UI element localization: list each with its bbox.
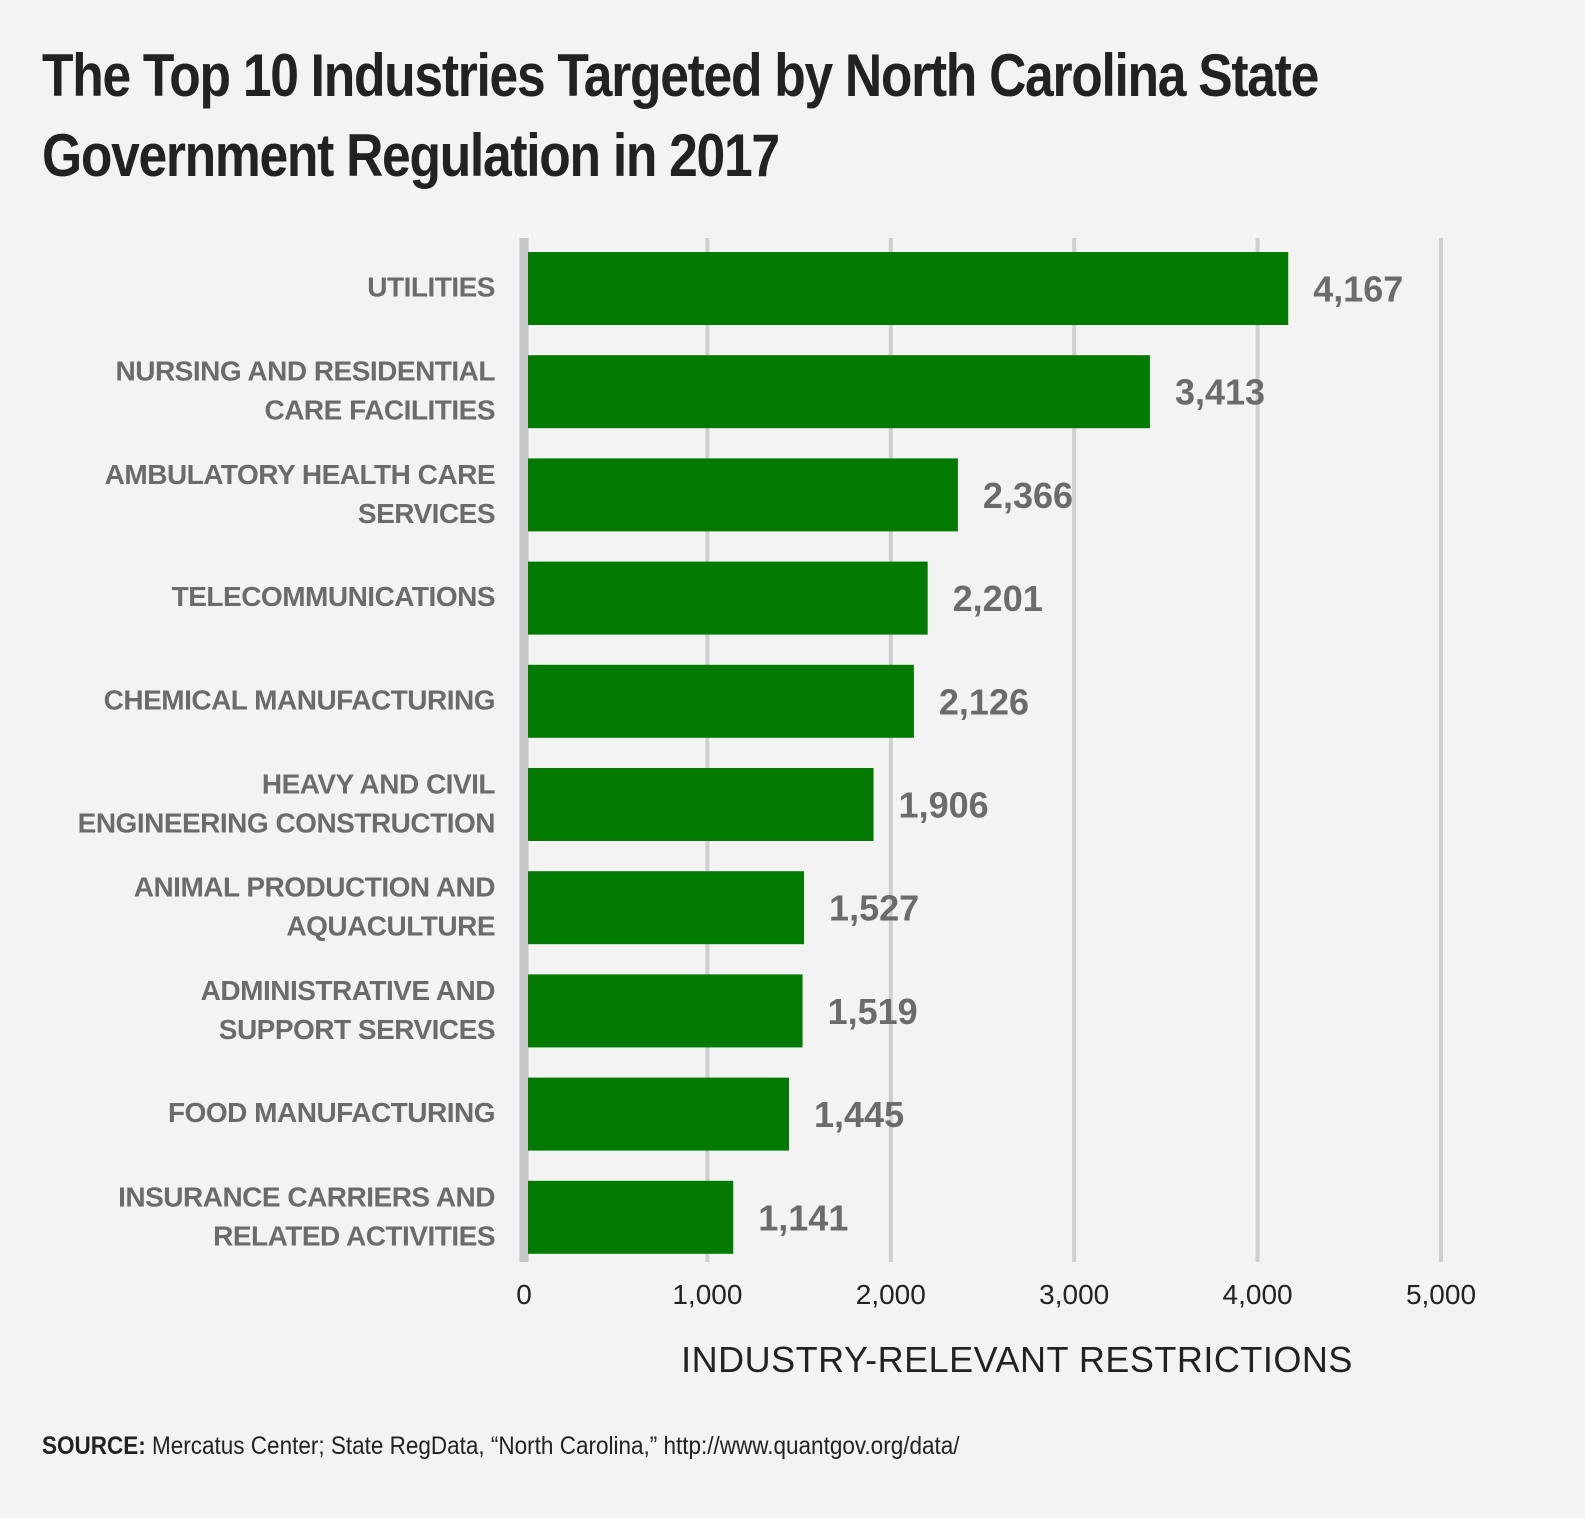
category-label-line: SUPPORT SERVICES xyxy=(219,1014,495,1045)
value-label: 1,445 xyxy=(814,1094,904,1135)
category-label-line: ADMINISTRATIVE AND xyxy=(201,975,496,1006)
category-label-line: HEAVY AND CIVIL xyxy=(262,769,496,800)
bar xyxy=(528,1180,734,1254)
bar xyxy=(528,664,914,738)
x-tick-label: 5,000 xyxy=(1406,1279,1476,1310)
source-note: SOURCE: Mercatus Center; State RegData, … xyxy=(42,1432,960,1461)
category-label: FOOD MANUFACTURING xyxy=(168,1097,495,1128)
category-label-line: AQUACULTURE xyxy=(286,911,495,942)
x-tick-label: 4,000 xyxy=(1223,1279,1293,1310)
bars xyxy=(528,252,1289,1254)
value-label: 1,519 xyxy=(828,991,918,1032)
x-axis-title: INDUSTRY-RELEVANT RESTRICTIONS xyxy=(681,1339,1353,1380)
category-label: CHEMICAL MANUFACTURING xyxy=(104,684,495,715)
x-tick-labels: 0 1,000 2,000 3,000 4,000 5,000 xyxy=(516,1279,1476,1310)
category-label-line: CARE FACILITIES xyxy=(264,395,495,426)
category-label: NURSING AND RESIDENTIAL CARE FACILITIES xyxy=(116,356,496,426)
x-tick-label: 2,000 xyxy=(856,1279,926,1310)
bar xyxy=(528,768,874,841)
bar xyxy=(528,561,928,635)
category-label: UTILITIES xyxy=(367,272,495,303)
grid-lines xyxy=(519,238,1443,1262)
x-tick-label: 3,000 xyxy=(1039,1279,1109,1310)
category-label: ADMINISTRATIVE AND SUPPORT SERVICES xyxy=(201,975,496,1045)
bar xyxy=(528,355,1150,429)
source-text: Mercatus Center; State RegData, “North C… xyxy=(152,1432,960,1460)
value-label: 1,141 xyxy=(758,1197,848,1238)
category-labels: UTILITIES NURSING AND RESIDENTIAL CARE FAC… xyxy=(78,272,496,1252)
bar xyxy=(528,1077,790,1151)
bar xyxy=(528,458,958,532)
bar xyxy=(528,252,1289,325)
value-labels: 4,167 3,413 2,366 2,201 2,126 1,906 1,527 1,519… xyxy=(758,269,1403,1239)
value-label: 4,167 xyxy=(1313,269,1403,310)
value-label: 1,906 xyxy=(899,785,989,826)
x-tick-label: 0 xyxy=(516,1279,532,1310)
category-label-line: ANIMAL PRODUCTION AND xyxy=(134,872,496,903)
x-tick-label: 1,000 xyxy=(672,1279,742,1310)
category-label: ANIMAL PRODUCTION AND AQUACULTURE xyxy=(134,872,496,942)
category-label-line: SERVICES xyxy=(358,498,495,529)
source-label: SOURCE: xyxy=(42,1432,146,1460)
category-label-line: AMBULATORY HEALTH CARE xyxy=(105,459,495,490)
bar xyxy=(528,974,803,1048)
value-label: 3,413 xyxy=(1175,372,1265,413)
value-label: 2,201 xyxy=(953,578,1043,619)
category-label-line: RELATED ACTIVITIES xyxy=(213,1220,495,1251)
category-label: TELECOMMUNICATIONS xyxy=(172,581,495,612)
value-label: 2,366 xyxy=(983,475,1073,516)
category-label: AMBULATORY HEALTH CARE SERVICES xyxy=(105,459,495,529)
chart-title: The Top 10 Industries Targeted by North … xyxy=(42,42,1319,189)
category-label: HEAVY AND CIVIL ENGINEERING CONSTRUCTION xyxy=(78,769,496,839)
category-label-line: ENGINEERING CONSTRUCTION xyxy=(78,808,495,839)
category-label: INSURANCE CARRIERS AND RELATED ACTIVITIES xyxy=(118,1181,495,1251)
category-label-line: INSURANCE CARRIERS AND xyxy=(118,1181,495,1212)
value-label: 1,527 xyxy=(829,888,919,929)
bar xyxy=(528,871,805,945)
category-label-line: NURSING AND RESIDENTIAL xyxy=(116,356,496,387)
value-label: 2,126 xyxy=(939,681,1029,722)
